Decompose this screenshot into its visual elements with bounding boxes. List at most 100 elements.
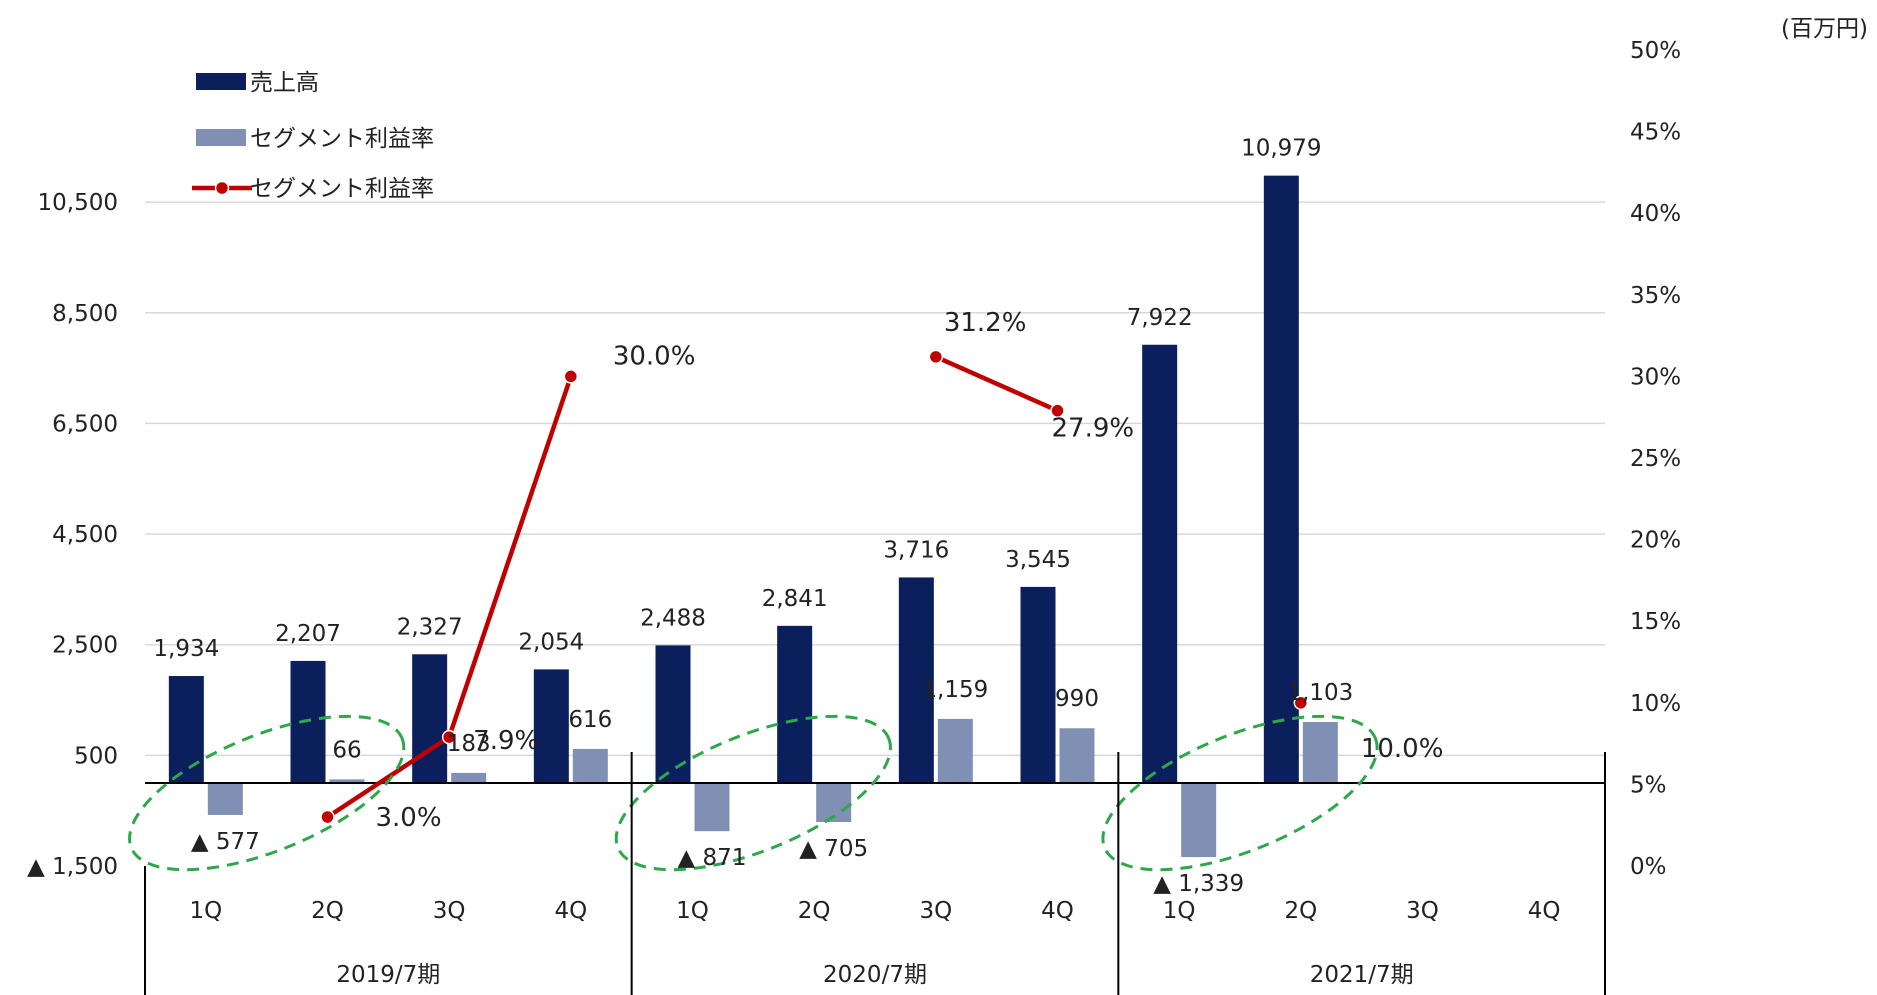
sales-bar: [898, 577, 934, 784]
segment-profit-value-label: ▲ 871: [678, 845, 747, 871]
margin-value-label: 31.2%: [944, 308, 1027, 338]
margin-point: [320, 809, 335, 825]
segment-profit-bar: [694, 783, 730, 832]
right-tick-label: 10%: [1630, 691, 1681, 717]
sales-value-label: 3,716: [883, 537, 949, 563]
margin-line: [320, 349, 1309, 825]
legend-swatch-sales: [196, 73, 246, 90]
axes: ▲ 1,500 500 2,500 4,500 6,500 8,500 10,500 0% 5%…: [27, 38, 1681, 880]
margin-value-label: 3.0%: [376, 803, 442, 833]
right-tick-label: 15%: [1630, 609, 1681, 635]
margin-point: [563, 369, 579, 384]
margin-point: [928, 349, 944, 365]
segment-profit-bar: [329, 779, 365, 784]
segment-profit-value-label: ▲ 1,339: [1153, 871, 1244, 897]
right-tick-label: 30%: [1630, 364, 1681, 390]
margin-point: [1293, 695, 1309, 711]
segment-profit-bar: [572, 748, 608, 784]
sales-value-label: 2,054: [518, 629, 584, 655]
sales-value-label: 2,327: [397, 614, 463, 640]
segment-profit-value-label: 183: [447, 731, 491, 757]
segment-profit-bar: [1302, 721, 1338, 784]
sales-value-label: 2,488: [640, 605, 706, 631]
right-tick-label: 25%: [1630, 446, 1681, 472]
sales-value-label: 2,207: [275, 621, 341, 647]
segment-profit-value-label: ▲ 705: [799, 836, 868, 862]
quarter-label: 3Q: [433, 898, 466, 924]
segment-profit-value-label: 990: [1055, 686, 1099, 712]
legend-marker-margin: [214, 180, 230, 196]
margin-line-segment: [934, 354, 1059, 413]
right-tick-label: 40%: [1630, 201, 1681, 227]
x-axis: 1Q 2Q 3Q 4Q 2019/7期 1Q 2Q 3Q 4Q 2020/7期 1Q 2Q 3Q 4Q 20…: [144, 752, 1606, 995]
sales-bar: [1142, 344, 1178, 784]
quarter-label: 4Q: [554, 898, 587, 924]
legend-label-profit: セグメント利益率: [250, 126, 434, 152]
right-tick-label: 5%: [1630, 772, 1667, 798]
legend-label-margin: セグメント利益率: [250, 176, 434, 202]
right-tick-label: 0%: [1630, 854, 1667, 880]
sales-bar: [290, 660, 326, 784]
quarter-label: 3Q: [1406, 898, 1439, 924]
right-tick-label: 20%: [1630, 528, 1681, 554]
sales-value-label: 7,922: [1127, 305, 1193, 331]
sales-value-label: 1,934: [153, 636, 219, 662]
sales-bar: [655, 645, 691, 784]
quarter-label: 2Q: [798, 898, 831, 924]
fiscal-year-label: 2021/7期: [1310, 962, 1414, 988]
sales-bar: [412, 654, 448, 784]
left-tick-label: 8,500: [52, 301, 118, 327]
segment-profit-value-label: 1,159: [922, 677, 988, 703]
quarter-label: 4Q: [1528, 898, 1561, 924]
segment-profit-bar: [1059, 728, 1095, 784]
quarter-label: 1Q: [676, 898, 709, 924]
left-tick-label: 2,500: [52, 633, 118, 659]
segment-profit-bar: [937, 718, 973, 784]
quarter-label: 2Q: [1284, 898, 1317, 924]
left-tick-label: 500: [74, 743, 118, 769]
data-labels: 1,934 2,207 2,327 2,054 2,488 2,841 3,716 3,545…: [153, 136, 1443, 897]
sales-bar: [533, 669, 569, 784]
segment-profit-value-label: 616: [568, 707, 612, 733]
segment-profit-value-label: ▲ 577: [191, 829, 260, 855]
quarter-label: 3Q: [919, 898, 952, 924]
sales-value-label: 2,841: [762, 586, 828, 612]
sales-bar: [1020, 586, 1056, 784]
unit-label: (百万円): [1781, 16, 1868, 42]
quarter-label: 2Q: [311, 898, 344, 924]
highlight-ellipse: [1101, 714, 1379, 872]
sales-bar: [168, 676, 204, 784]
left-tick-label: ▲ 1,500: [27, 854, 118, 880]
right-tick-label: 45%: [1630, 120, 1681, 146]
left-tick-label: 6,500: [52, 411, 118, 437]
right-tick-label: 50%: [1630, 38, 1681, 64]
sales-value-label: 3,545: [1005, 547, 1071, 573]
highlight-ellipse: [614, 714, 892, 872]
sales-bar: [777, 625, 813, 784]
segment-profit-value-label: 66: [332, 737, 361, 763]
sales-bar: [1263, 175, 1299, 784]
sales-value-label: 10,979: [1241, 136, 1321, 162]
segment-profit-bar: [207, 783, 243, 815]
bars: [168, 175, 1338, 858]
legend-swatch-profit: [196, 129, 246, 146]
margin-point: [441, 729, 457, 745]
margin-value-label: 27.9%: [1052, 414, 1135, 444]
segment-profit-bar: [1181, 783, 1217, 858]
margin-point: [1050, 403, 1065, 418]
legend-label-sales: 売上高: [250, 70, 319, 96]
highlight-ellipse: [128, 714, 406, 872]
segment-profit-value-label: 1,103: [1287, 680, 1353, 706]
margin-value-label: 10.0%: [1361, 734, 1444, 764]
segment-profit-bar: [451, 772, 487, 784]
right-tick-label: 35%: [1630, 283, 1681, 309]
quarter-label: 4Q: [1041, 898, 1074, 924]
highlight-ellipses: [128, 714, 1379, 872]
quarter-label: 1Q: [1163, 898, 1196, 924]
left-tick-label: 4,500: [52, 522, 118, 548]
gridlines: [145, 201, 1605, 757]
fiscal-year-label: 2019/7期: [336, 962, 440, 988]
left-tick-label: 10,500: [38, 190, 118, 216]
